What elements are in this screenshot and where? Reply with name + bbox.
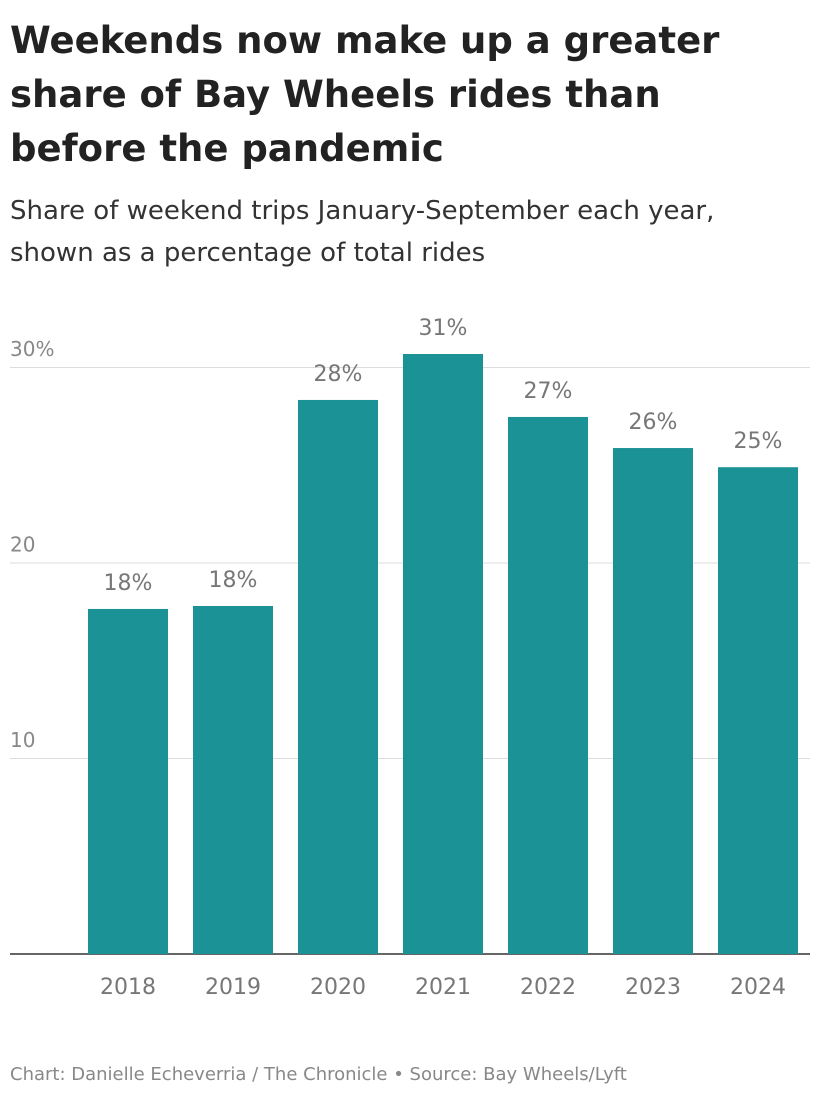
value-label: 28% [314,362,363,387]
x-tick-label: 2022 [520,975,576,1000]
y-tick-label: 30% [10,337,54,361]
value-label: 25% [734,429,783,454]
bar [718,467,798,954]
value-label: 26% [629,410,678,435]
chart-subtitle: Share of weekend trips January-September… [10,196,715,268]
bar [508,416,588,954]
value-label: 18% [104,571,153,596]
x-tick-label: 2018 [100,975,156,1000]
value-label: 18% [209,568,258,593]
x-tick-label: 2024 [730,975,786,1000]
bar [193,606,273,954]
x-tick-label: 2019 [205,975,261,1000]
x-tick-label: 2021 [415,975,471,1000]
bar [403,354,483,954]
bar [88,608,168,954]
chart-title: Weekends now make up a greater share of … [10,19,720,170]
x-tick-label: 2020 [310,975,366,1000]
chart-footer: Chart: Danielle Echeverria / The Chronic… [10,1064,627,1085]
y-tick-label: 10 [10,728,35,752]
value-label: 31% [419,316,468,341]
x-tick-label: 2023 [625,975,681,1000]
bar [613,448,693,954]
value-label: 27% [524,379,573,404]
y-tick-label: 20 [10,533,35,557]
bar [298,399,378,954]
